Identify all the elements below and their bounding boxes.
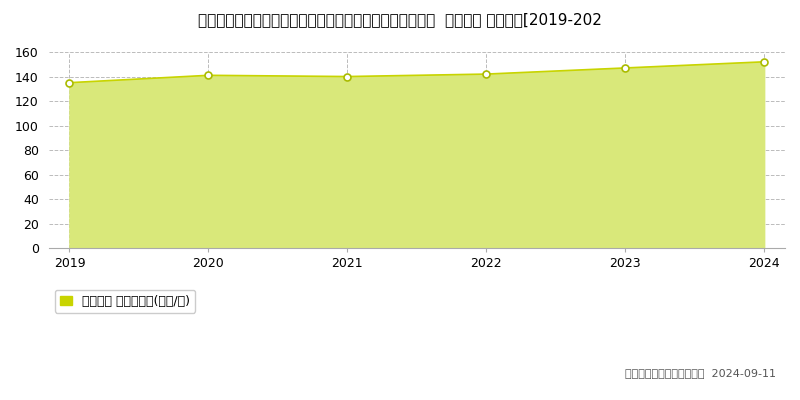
Text: （Ｃ）土地価格ドットコム  2024-09-11: （Ｃ）土地価格ドットコム 2024-09-11 xyxy=(625,368,776,378)
Text: 埼玉県さいたま市中央区大字下落合字大原１０５０番２外  地価公示 地価推移[2019-202: 埼玉県さいたま市中央区大字下落合字大原１０５０番２外 地価公示 地価推移[201… xyxy=(198,12,602,27)
Legend: 地価公示 平均坤単価(万円/坤): 地価公示 平均坤単価(万円/坤) xyxy=(55,290,195,313)
